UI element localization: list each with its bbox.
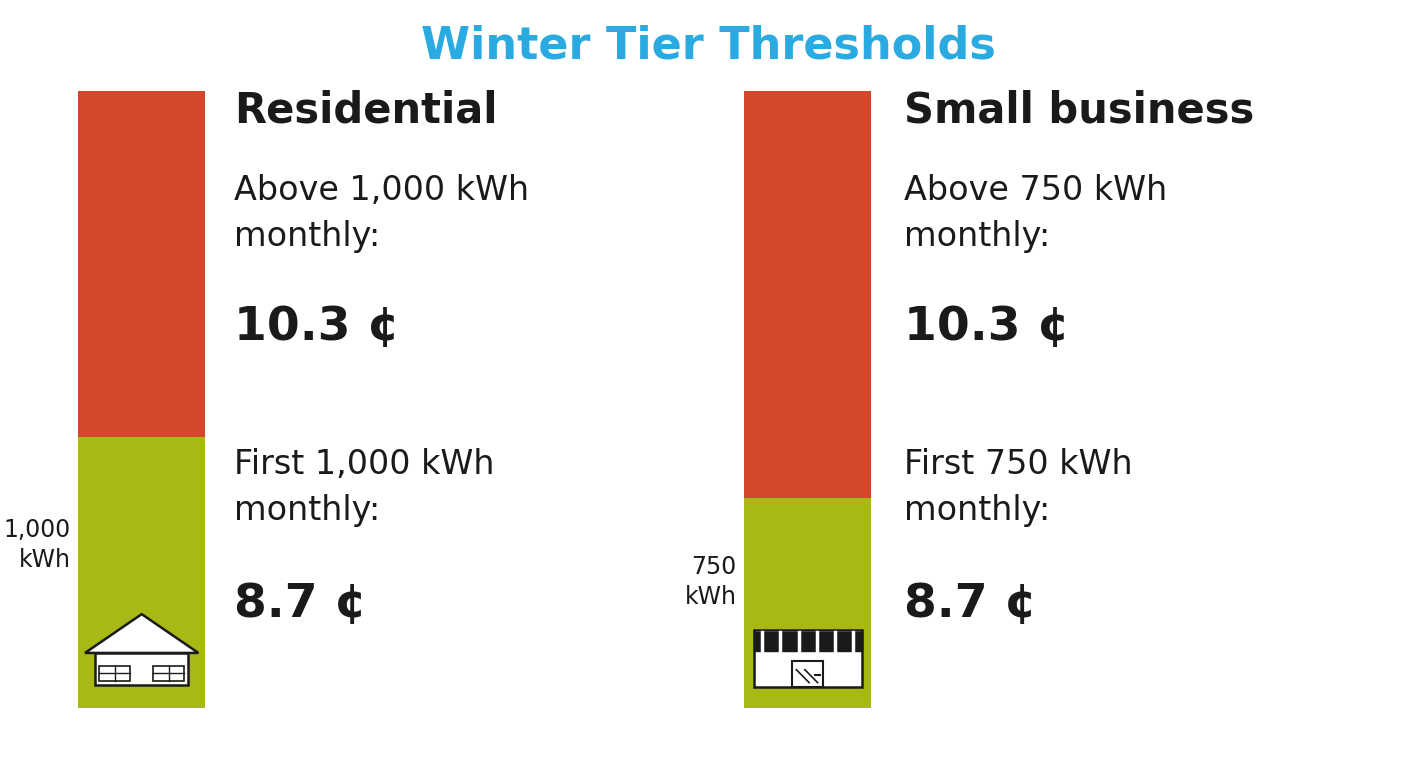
Bar — [744, 498, 871, 708]
Bar — [78, 437, 205, 708]
Text: Small business: Small business — [904, 89, 1254, 132]
Bar — [754, 632, 862, 651]
Text: 10.3 ¢: 10.3 ¢ — [904, 304, 1070, 350]
Bar — [78, 91, 205, 437]
Bar — [792, 661, 823, 687]
Text: 8.7 ¢: 8.7 ¢ — [904, 582, 1037, 628]
Text: 750
kWh: 750 kWh — [684, 555, 737, 609]
Text: Residential: Residential — [234, 89, 497, 132]
Text: Above 1,000 kWh
monthly:: Above 1,000 kWh monthly: — [234, 174, 529, 253]
Text: 8.7 ¢: 8.7 ¢ — [234, 582, 367, 628]
Text: 1,000
kWh: 1,000 kWh — [4, 518, 71, 572]
Bar — [153, 666, 184, 681]
Polygon shape — [85, 614, 198, 653]
Bar — [95, 653, 188, 685]
Bar — [754, 630, 862, 687]
Text: Above 750 kWh
monthly:: Above 750 kWh monthly: — [904, 174, 1168, 253]
Text: Winter Tier Thresholds: Winter Tier Thresholds — [421, 24, 996, 67]
Bar — [99, 666, 130, 681]
Bar — [744, 91, 871, 498]
Text: First 1,000 kWh
monthly:: First 1,000 kWh monthly: — [234, 447, 495, 527]
Text: First 750 kWh
monthly:: First 750 kWh monthly: — [904, 447, 1132, 527]
Text: 10.3 ¢: 10.3 ¢ — [234, 304, 400, 350]
